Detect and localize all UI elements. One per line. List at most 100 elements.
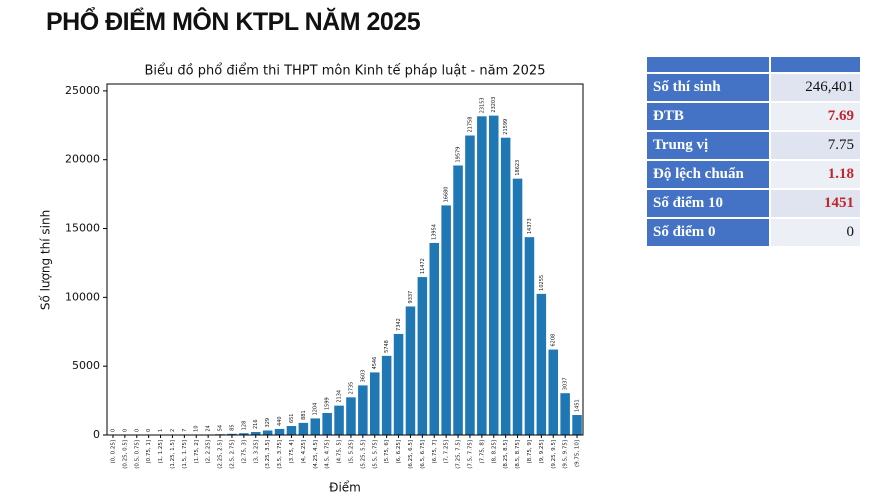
data-label: 3603: [360, 370, 366, 383]
x-tick-label: (8.25, 8.5]: [503, 440, 509, 469]
x-tick-label: (7.75, 8]: [479, 440, 485, 464]
x-tick-label: (0.5, 0.75]: [134, 440, 140, 469]
x-tick-label: (8.75, 9]: [527, 440, 533, 464]
bar: [274, 428, 285, 435]
data-label: 881: [301, 410, 307, 420]
data-label: 10255: [539, 275, 545, 291]
x-tick-label: (9.5, 9.75]: [563, 440, 569, 469]
chart: Biểu đồ phổ điểm thi THPT môn Kinh tế ph…: [38, 63, 584, 495]
x-tick-label: (5, 5.25]: [348, 440, 354, 464]
bar: [346, 397, 356, 435]
chart-title: Biểu đồ phổ điểm thi THPT môn Kinh tế ph…: [145, 64, 546, 79]
x-tick-label: (4.5, 4.75]: [325, 440, 331, 469]
data-label: 21599: [503, 119, 509, 135]
data-label: 7342: [396, 318, 402, 331]
table-row: Số thí sinh 246,401: [647, 74, 860, 101]
bar: [500, 137, 511, 436]
data-label: 651: [289, 413, 295, 423]
x-tick-label: (5.5, 5.75]: [372, 440, 378, 469]
y-tick-label: 10000: [65, 290, 100, 303]
bar: [560, 393, 570, 435]
data-label: 0: [110, 429, 116, 432]
data-label: 216: [253, 419, 259, 429]
bar: [512, 178, 523, 435]
stat-value: 1451: [771, 190, 860, 217]
data-label: 2: [170, 429, 176, 432]
x-tick-label: (5.75, 6]: [384, 440, 390, 464]
x-axis-label: Điểm: [329, 481, 361, 495]
x-tick-label: (1.75, 2]: [194, 440, 200, 464]
y-tick-label: 25000: [65, 84, 100, 97]
x-tick-label: (7, 7.25]: [444, 440, 450, 464]
bar: [405, 306, 416, 435]
bar: [227, 433, 237, 435]
stat-value: 0: [771, 219, 860, 246]
bar: [239, 433, 249, 435]
table-row: Trung vị 7.75: [647, 132, 860, 159]
x-tick-label: (9.75, 10]: [575, 440, 581, 467]
data-label: 128: [241, 421, 247, 431]
data-label: 23203: [491, 97, 497, 113]
bar: [381, 355, 392, 435]
y-tick-label: 15000: [65, 222, 100, 235]
x-tick-label: (6.5, 6.75]: [420, 440, 426, 469]
x-tick-label: (2, 2.25]: [206, 440, 212, 464]
x-tick-label: (6.75, 7]: [432, 440, 438, 464]
data-label: 10: [194, 425, 200, 431]
x-tick-label: (9.25, 9.5]: [551, 440, 557, 469]
data-label: 329: [265, 418, 271, 428]
bar: [572, 415, 582, 435]
x-tick-label: (8, 8.25]: [491, 440, 497, 464]
x-tick-label: (0, 0.25]: [110, 440, 116, 464]
data-label: 24: [206, 425, 212, 431]
x-tick-label: (4.75, 5]: [337, 440, 343, 464]
x-tick-label: (7.5, 7.75]: [467, 440, 473, 469]
data-label: 5748: [384, 340, 390, 353]
stat-value: 246,401: [771, 74, 860, 101]
data-label: 6208: [551, 334, 557, 347]
bar: [453, 165, 463, 435]
stat-name: Số điểm 10: [647, 190, 769, 217]
x-tick-label: (6.25, 6.5]: [408, 440, 414, 469]
data-label: 13954: [432, 224, 438, 240]
x-tick-label: (0.75, 1]: [146, 440, 152, 464]
data-label: 2735: [348, 382, 354, 395]
x-tick-label: (4, 4.25]: [301, 440, 307, 464]
x-tick-label: (3.5, 3.75]: [277, 440, 283, 469]
bar: [429, 242, 440, 435]
x-tick-label: (3, 3.25]: [253, 440, 259, 464]
x-tick-label: (6, 6.25]: [396, 440, 402, 464]
data-label: 19579: [456, 147, 462, 163]
header-cell: [771, 57, 860, 72]
data-label: 1204: [313, 403, 319, 416]
stats-table: Số thí sinh 246,401 ĐTB 7.69 Trung vị 7.75 …: [645, 55, 862, 248]
stat-value: 7.75: [771, 132, 860, 159]
data-label: 85: [229, 424, 235, 430]
x-tick-label: (3.75, 4]: [289, 440, 295, 464]
bar: [441, 205, 451, 435]
x-tick-label: (3.25, 3.5]: [265, 440, 271, 469]
bar: [465, 135, 475, 436]
bar: [369, 372, 380, 435]
data-label: 3037: [563, 377, 569, 390]
data-label: 0: [146, 429, 152, 432]
stat-value: 7.69: [771, 103, 860, 130]
data-label: 1599: [325, 397, 331, 410]
bar: [322, 412, 332, 435]
plot-frame: [106, 83, 584, 436]
data-label: 9337: [408, 291, 414, 304]
data-label: 7: [182, 429, 188, 432]
y-tick-label: 0: [93, 428, 100, 441]
bar: [358, 385, 368, 435]
y-tick-label: 5000: [72, 359, 100, 372]
x-tick-label: (0.25, 0.5]: [122, 440, 128, 469]
x-tick-label: (1, 1.25]: [158, 440, 164, 464]
bar: [334, 405, 344, 435]
bar: [393, 333, 404, 435]
x-tick-label: (4.25, 4.5]: [313, 440, 319, 469]
stat-value: 1.18: [771, 161, 860, 188]
bar: [310, 418, 321, 435]
slide-title: PHỔ ĐIỂM MÔN KTPL NĂM 2025: [46, 8, 421, 36]
